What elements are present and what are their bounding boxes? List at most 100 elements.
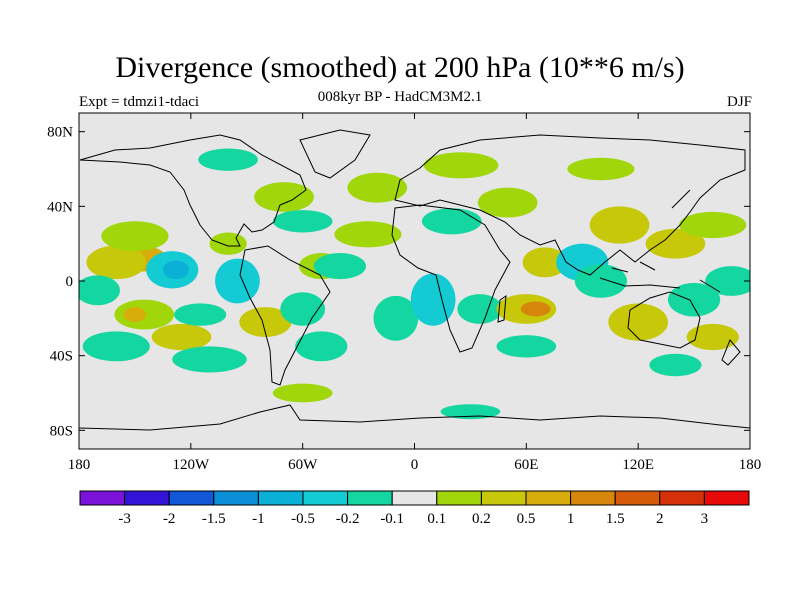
coastline-australia xyxy=(627,291,701,349)
field-contour-21 xyxy=(347,172,408,203)
field-contour-13 xyxy=(172,346,247,373)
field-contour-5 xyxy=(162,260,189,280)
field-contour-37 xyxy=(645,228,706,259)
lon-tick-label: 120E xyxy=(622,457,654,473)
field-contour-18 xyxy=(313,253,367,280)
field-contour-7 xyxy=(215,258,260,304)
field-contour-39 xyxy=(679,211,747,239)
lat-tick-label: 40N xyxy=(47,199,73,215)
colorbar-label: -3 xyxy=(118,511,131,527)
colorbar-swatch xyxy=(168,490,215,506)
colorbar-swatch xyxy=(124,490,170,506)
field-contour-24 xyxy=(410,273,456,326)
colorbar-label: -0.1 xyxy=(380,511,404,527)
lon-tick-label: 60E xyxy=(514,457,538,473)
colorbar: -3 -2 -1.5 -1 -0.5 -0.2 -0.1 0.1 0.2 0.5 1 1.5 2 3 xyxy=(79,490,750,527)
season-label: DJF xyxy=(726,94,752,110)
coastline-new-zealand xyxy=(721,339,741,366)
field-contour-44 xyxy=(440,404,501,420)
field-contour-16 xyxy=(295,331,348,362)
field-contour-32 xyxy=(496,335,557,358)
field-contour-1 xyxy=(86,245,147,280)
field-contour-31 xyxy=(522,247,568,278)
lat-tick-label: 80S xyxy=(50,423,73,439)
field-contour-15 xyxy=(280,292,326,326)
colorbar-swatch xyxy=(525,490,572,506)
colorbar-label: 1.5 xyxy=(606,511,625,527)
coastline-madagascar xyxy=(497,295,507,323)
field-contour-40 xyxy=(705,266,750,296)
field-contour-26 xyxy=(421,208,482,235)
field-contour-20 xyxy=(272,210,333,233)
colorbar-swatch xyxy=(391,490,438,506)
colorbar-label: 0.5 xyxy=(517,511,536,527)
field-contour-22 xyxy=(334,221,402,248)
colorbar-label: 3 xyxy=(701,511,709,527)
colorbar-swatch xyxy=(79,490,126,506)
map-axes: 80N 40N 0 40S 80S 180 120W 60W 0 60E 120E 180 xyxy=(47,113,761,473)
experiment-label: Expt = tdmzi1-tdaci xyxy=(79,94,200,110)
colorbar-swatch xyxy=(257,490,304,506)
lon-tick-label: 60W xyxy=(288,457,318,473)
lat-tick-label: 0 xyxy=(66,274,74,290)
coastline-eurasia xyxy=(394,134,746,276)
colorbar-label: -2 xyxy=(163,511,176,527)
coastline-south-america xyxy=(239,245,331,386)
field-contour-28 xyxy=(477,187,538,218)
colorbar-label: 0.2 xyxy=(472,511,491,527)
colorbar-label: -1 xyxy=(252,511,265,527)
field-contour-19 xyxy=(254,182,314,212)
field-contour-10 xyxy=(151,323,212,351)
colorbar-swatch xyxy=(480,490,527,506)
field-contour-25 xyxy=(457,294,503,324)
field-contour-45 xyxy=(198,148,258,171)
field-contour-42 xyxy=(649,353,702,377)
lon-tick-label: 180 xyxy=(68,457,91,473)
field-contour-46 xyxy=(567,157,635,181)
field-contour-38 xyxy=(667,282,721,317)
coastline-antarctica xyxy=(79,404,750,431)
colorbar-label: -0.5 xyxy=(291,511,315,527)
colorbar-swatch xyxy=(302,490,349,506)
field-contour-35 xyxy=(589,206,650,244)
colorbar-swatch xyxy=(213,490,259,506)
coastline-japan xyxy=(671,189,691,209)
colorbar-label: -1.5 xyxy=(202,511,226,527)
field-contour-2 xyxy=(101,221,169,252)
field-contour-3 xyxy=(79,275,120,306)
field-contour-6 xyxy=(209,232,247,255)
colorbar-swatch xyxy=(570,490,616,506)
plot-title: Divergence (smoothed) at 200 hPa (10**6 … xyxy=(115,51,685,84)
lon-tick-label: 180 xyxy=(739,457,762,473)
lon-tick-label: 120W xyxy=(172,457,210,473)
field-contour-36 xyxy=(608,303,668,341)
colorbar-swatch xyxy=(347,490,393,506)
lat-tick-label: 80N xyxy=(47,125,73,141)
colorbar-swatch xyxy=(703,490,750,506)
field-contour-34 xyxy=(574,264,627,298)
colorbar-label: 0.1 xyxy=(427,511,446,527)
field-contour-23 xyxy=(373,295,419,341)
field-contour-41 xyxy=(686,323,739,351)
coastline-maritime-continent xyxy=(599,261,721,293)
colorbar-swatch xyxy=(614,490,661,506)
field-contour-9 xyxy=(123,307,147,323)
colorbar-label: 1 xyxy=(567,511,575,527)
colorbar-label: -0.2 xyxy=(336,511,360,527)
coastline-greenland xyxy=(299,129,371,179)
coastlines xyxy=(79,129,750,431)
coastline-north-america xyxy=(79,134,307,247)
lat-tick-label: 40S xyxy=(50,349,73,365)
field-contour-12 xyxy=(82,331,150,362)
colorbar-swatch xyxy=(436,490,482,506)
field-contour-43 xyxy=(272,383,333,403)
divergence-field xyxy=(79,148,750,420)
lon-tick-label: 0 xyxy=(411,457,419,473)
plot-subtitle: 008kyr BP - HadCM3M2.1 xyxy=(317,89,483,105)
field-contour-11 xyxy=(174,303,227,326)
field-contour-27 xyxy=(423,152,499,179)
field-contour-30 xyxy=(520,301,551,317)
colorbar-label: 2 xyxy=(656,511,664,527)
coastline-africa xyxy=(391,204,511,353)
